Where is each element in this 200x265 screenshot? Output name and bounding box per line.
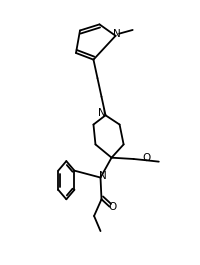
Text: O: O — [108, 202, 116, 212]
Text: O: O — [142, 153, 150, 163]
Text: N: N — [113, 29, 120, 39]
Text: N: N — [98, 108, 105, 118]
Text: N: N — [99, 171, 106, 181]
